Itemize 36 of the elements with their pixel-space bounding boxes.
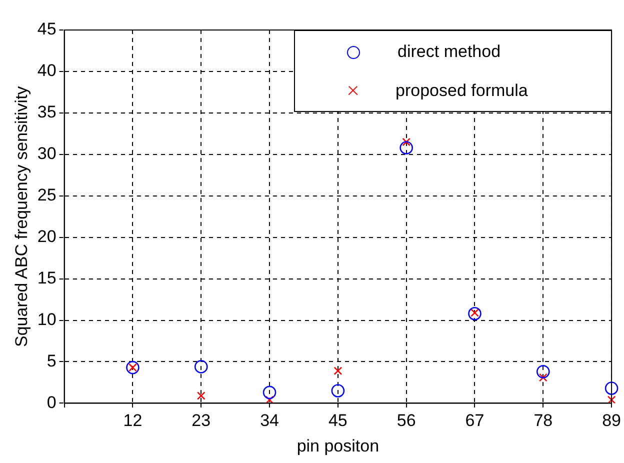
point <box>265 396 274 404</box>
y-tick-label: 5 <box>46 351 56 370</box>
point <box>468 306 482 320</box>
point <box>400 141 413 154</box>
point <box>607 396 616 404</box>
y-tick-label: 45 <box>37 20 56 39</box>
point <box>538 373 548 382</box>
x-axis-title: pin positon <box>296 436 380 456</box>
y-tick-label: 15 <box>37 268 56 288</box>
point <box>334 366 342 376</box>
point <box>331 384 345 398</box>
y-tick-label: 25 <box>37 186 56 205</box>
x-tick-label: 89 <box>602 411 622 430</box>
point <box>402 138 411 146</box>
x-tick-label: 12 <box>123 411 142 430</box>
point <box>604 382 618 395</box>
x-tick-label: 78 <box>534 411 553 430</box>
x-tick-label: 34 <box>260 411 279 430</box>
x-tick-label: 56 <box>396 411 416 430</box>
y-tick-label: 30 <box>37 144 56 164</box>
x-tick-label: 67 <box>465 411 484 430</box>
x-tick-label: 45 <box>328 411 348 430</box>
point <box>196 392 206 400</box>
point <box>126 360 140 374</box>
y-tick-label: 35 <box>37 102 56 122</box>
y-tick-label: 20 <box>37 227 56 246</box>
y-tick-label: 0 <box>46 392 56 412</box>
point <box>262 386 276 400</box>
y-axis-title: Squared ABC frequency sensitivity <box>12 86 31 348</box>
point <box>194 360 208 374</box>
legend-label: proposed formula <box>396 81 528 101</box>
x-tick-label: 23 <box>192 411 211 430</box>
point <box>536 365 550 378</box>
y-tick-label: 10 <box>37 310 56 329</box>
y-tick-label: 40 <box>37 61 56 80</box>
legend-label: direct method <box>398 42 501 62</box>
